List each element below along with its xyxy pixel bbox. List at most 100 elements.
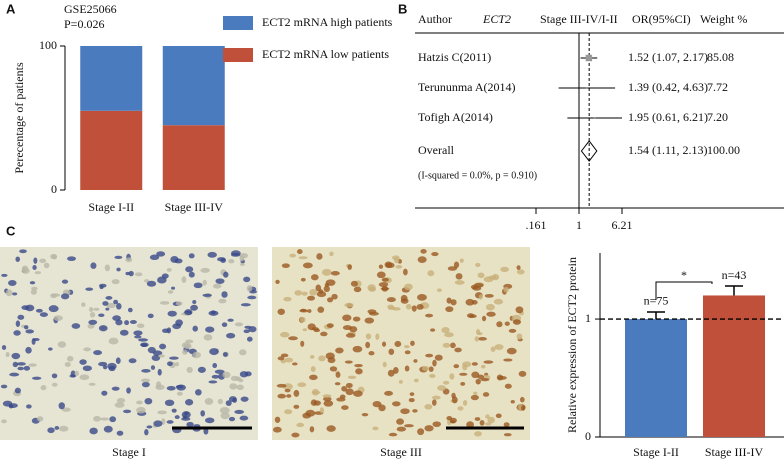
cell (103, 425, 113, 433)
cell (157, 276, 167, 284)
cell (404, 365, 410, 372)
cell (395, 264, 403, 269)
cell (284, 409, 293, 415)
cell (300, 277, 306, 282)
cell (156, 381, 162, 388)
cell (309, 289, 318, 296)
cell (226, 332, 236, 339)
cell (470, 394, 479, 401)
or-label: 1.52 (1.07, 2.17) (628, 50, 708, 64)
cell (228, 258, 235, 264)
cell (318, 355, 326, 362)
cell (425, 313, 434, 318)
cell (34, 271, 42, 275)
cell (82, 365, 92, 372)
cell (186, 366, 193, 373)
cell (197, 366, 206, 373)
cell (111, 279, 120, 285)
cell (101, 390, 108, 396)
cell (471, 362, 478, 366)
weight-square (593, 117, 596, 119)
cell (8, 279, 17, 286)
cell (424, 403, 433, 410)
chart-title: GSE25066 (64, 2, 117, 16)
cell (392, 401, 401, 407)
cell (284, 357, 294, 363)
cell (293, 389, 300, 397)
cell (345, 333, 356, 338)
cell (417, 256, 427, 264)
cell (23, 365, 31, 371)
cell (503, 422, 510, 428)
cell (317, 306, 325, 313)
cell (302, 328, 308, 332)
cell (25, 346, 32, 354)
bar-segment (80, 110, 143, 190)
cell (192, 325, 198, 332)
panel-label: B (398, 1, 407, 16)
cell (427, 270, 435, 277)
cell (23, 325, 29, 330)
cell (32, 338, 40, 342)
cell (104, 264, 111, 272)
cell (19, 249, 27, 254)
cell (158, 354, 165, 358)
cell (125, 271, 130, 276)
cell (462, 361, 472, 368)
cell (410, 340, 415, 346)
cell (93, 415, 101, 422)
cell (246, 285, 253, 292)
cell (116, 303, 122, 310)
cell (181, 342, 190, 349)
cell (309, 374, 318, 381)
cell (487, 416, 495, 424)
cell (16, 362, 26, 366)
cell (425, 353, 434, 358)
cell (302, 262, 313, 269)
cell (454, 280, 465, 285)
cell (228, 396, 237, 402)
cell (311, 391, 321, 395)
cell (105, 307, 110, 311)
cell (345, 388, 354, 396)
cell (447, 266, 458, 271)
cell (342, 314, 352, 322)
legend-label: ECT2 mRNA low patients (262, 47, 389, 61)
cell (184, 309, 193, 316)
image-caption: Stage III (380, 445, 422, 459)
cell (281, 263, 290, 269)
cell (222, 371, 231, 379)
cell (442, 342, 451, 348)
cell (302, 412, 311, 419)
column-header: Stage III-IV/I-II (540, 12, 618, 26)
cell (322, 396, 332, 402)
cell (313, 400, 321, 406)
cell (493, 298, 504, 305)
cell (14, 387, 21, 394)
cell (202, 279, 207, 286)
cell (457, 406, 464, 411)
cell (174, 415, 180, 420)
cell (454, 347, 462, 353)
cell (35, 308, 43, 313)
cell (138, 338, 149, 342)
cell (277, 356, 285, 361)
cell (431, 395, 441, 400)
cell (13, 330, 21, 336)
cell (352, 345, 363, 353)
cell (192, 299, 197, 304)
cell (234, 322, 244, 327)
cell (181, 417, 191, 421)
cell (176, 391, 183, 396)
cell (52, 254, 57, 260)
cell (99, 285, 104, 290)
cell (294, 290, 303, 296)
cell (169, 356, 179, 360)
cell (212, 283, 222, 289)
cell (421, 366, 430, 372)
cell (33, 257, 38, 264)
cell (381, 285, 389, 292)
cell (506, 347, 517, 355)
y-tick-label: 1 (585, 311, 591, 325)
cell (412, 409, 418, 413)
